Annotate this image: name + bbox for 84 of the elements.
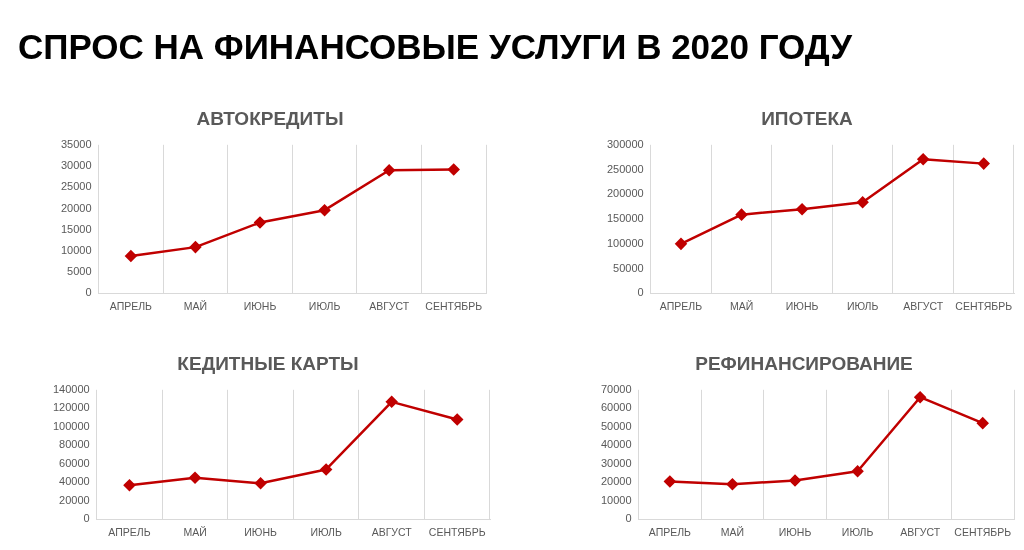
point <box>914 391 926 403</box>
y-tick-label: 100000 <box>606 236 644 249</box>
x-tick-label: ИЮЛЬ <box>846 299 879 312</box>
point <box>254 216 266 229</box>
point <box>385 396 398 408</box>
x-tick-label: ИЮЛЬ <box>308 299 341 312</box>
chart-title: РЕФИНАНСИРОВАНИЕ <box>695 352 913 374</box>
y-tick-label: 15000 <box>60 222 92 235</box>
point <box>447 163 460 176</box>
point <box>977 157 990 170</box>
y-tick-label: 35000 <box>60 137 92 150</box>
chart-title: КЕДИТНЫЕ КАРТЫ <box>177 352 359 374</box>
y-tick-label: 80000 <box>59 438 90 451</box>
y-tick-label: 120000 <box>52 401 90 414</box>
y-tick-label: 60000 <box>59 456 90 469</box>
x-tick-label: СЕНТЯБРЬ <box>954 525 1012 538</box>
y-tick-label: 20000 <box>600 475 632 488</box>
x-tick-label: АПРЕЛЬ <box>648 525 692 538</box>
y-tick-label: 200000 <box>606 187 644 200</box>
y-tick-label: 20000 <box>60 201 92 214</box>
x-tick-label: ИЮЛЬ <box>310 525 342 538</box>
text: СПРОС НА ФИНАНСОВЫЕ УСЛУГИ В 2020 ГОДУ <box>18 26 853 68</box>
chart-title: АВТОКРЕДИТЫ <box>196 107 344 129</box>
x-tick-label: МАЙ <box>720 525 745 538</box>
y-tick-label: 60000 <box>600 401 632 414</box>
point <box>976 417 989 429</box>
point <box>189 241 202 253</box>
y-tick-label: 70000 <box>600 382 632 395</box>
y-tick-label: 10000 <box>60 243 92 256</box>
point <box>856 196 869 209</box>
point <box>383 164 395 177</box>
x-tick-label: ИЮНЬ <box>243 299 277 312</box>
point <box>125 250 137 262</box>
y-tick-label: 250000 <box>606 162 644 175</box>
point <box>726 478 739 490</box>
point <box>451 413 463 426</box>
x-tick-label: АВГУСТ <box>903 299 944 312</box>
y-tick-label: 30000 <box>600 456 632 469</box>
x-tick-label: АВГУСТ <box>369 299 410 312</box>
y-tick-label: 30000 <box>60 159 92 172</box>
x-tick-label: АПРЕЛЬ <box>109 299 153 312</box>
x-tick-label: АПРЕЛЬ <box>659 299 703 312</box>
x-tick-label: СЕНТЯБРЬ <box>428 525 486 538</box>
x-tick-label: ИЮНЬ <box>244 525 277 538</box>
x-tick-label: АПРЕЛЬ <box>108 525 151 538</box>
x-tick-label: МАЙ <box>183 299 208 312</box>
y-tick-label: 0 <box>625 512 632 525</box>
point <box>789 474 801 487</box>
point <box>735 208 748 221</box>
y-tick-label: 0 <box>637 286 644 299</box>
point <box>796 203 808 215</box>
x-tick-label: ИЮНЬ <box>785 299 819 312</box>
y-tick-label: 50000 <box>613 261 644 274</box>
y-tick-label: 140000 <box>52 382 90 395</box>
point <box>254 477 267 490</box>
point <box>320 463 332 476</box>
point <box>189 471 201 484</box>
x-tick-label: АВГУСТ <box>900 525 941 538</box>
point <box>917 153 929 165</box>
point <box>664 475 676 488</box>
point <box>123 479 136 491</box>
y-tick-label: 20000 <box>59 493 90 506</box>
x-tick-label: СЕНТЯБРЬ <box>425 299 483 312</box>
y-tick-label: 10000 <box>600 493 632 506</box>
chart-title: ИПОТЕКА <box>761 107 854 129</box>
point <box>318 204 331 216</box>
x-tick-label: МАЙ <box>183 525 207 538</box>
y-tick-label: 100000 <box>52 419 90 432</box>
x-tick-label: МАЙ <box>729 299 754 312</box>
y-tick-label: 40000 <box>59 475 90 488</box>
x-tick-label: АВГУСТ <box>371 525 413 538</box>
y-tick-label: 0 <box>85 286 92 299</box>
y-tick-label: 150000 <box>606 212 644 225</box>
y-tick-label: 25000 <box>60 180 92 193</box>
x-tick-label: ИЮНЬ <box>778 525 812 538</box>
point <box>851 465 864 478</box>
x-tick-label: СЕНТЯБРЬ <box>955 299 1013 312</box>
x-tick-label: ИЮЛЬ <box>841 525 874 538</box>
y-tick-label: 5000 <box>67 265 92 278</box>
point <box>675 238 687 250</box>
y-tick-label: 0 <box>83 512 90 525</box>
y-tick-label: 300000 <box>606 137 644 150</box>
y-tick-label: 40000 <box>600 438 632 451</box>
y-tick-label: 50000 <box>600 419 632 432</box>
